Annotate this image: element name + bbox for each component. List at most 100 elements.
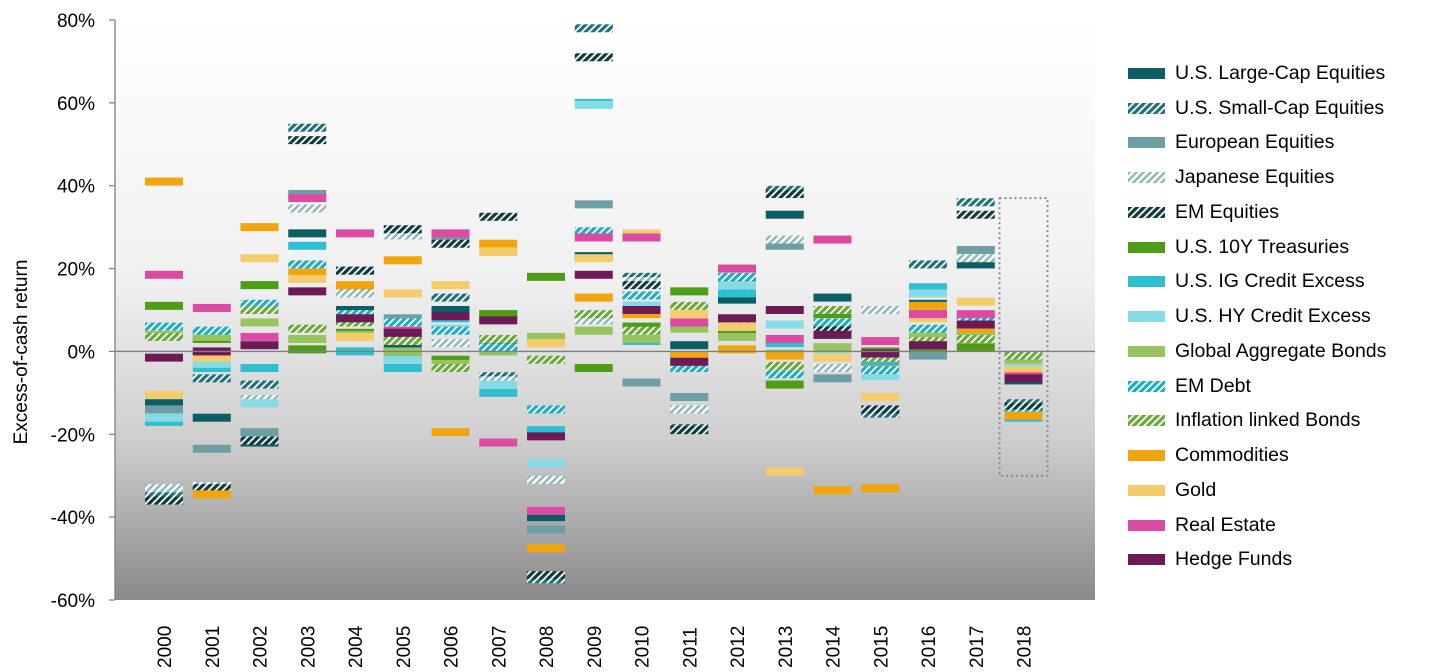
marker-european-equities-2006 xyxy=(431,233,470,242)
marker-u-s-small-cap-equities-2017 xyxy=(956,198,995,207)
marker-inflation-linked-bonds-2018 xyxy=(1004,351,1043,360)
marker-real-estate-2013 xyxy=(765,335,804,343)
marker-japanese-equities-2013 xyxy=(765,235,804,244)
marker-global-aggregate-bonds-2014 xyxy=(813,343,852,352)
marker-em-equities-2003 xyxy=(288,136,327,145)
marker-hedge-funds-2017 xyxy=(956,320,995,329)
legend-swatch xyxy=(1128,172,1165,184)
marker-european-equities-2001 xyxy=(192,444,231,453)
marker-u-s-small-cap-equities-2001 xyxy=(192,374,231,383)
x-tick-label: 2007 xyxy=(489,626,510,668)
marker-japanese-equities-2014 xyxy=(813,364,852,372)
marker-commodities-2010 xyxy=(622,310,661,319)
legend-swatch xyxy=(1128,276,1165,288)
marker-real-estate-2008 xyxy=(527,506,565,515)
marker-em-equities-2007 xyxy=(479,212,518,221)
marker-u-s-small-cap-equities-2016 xyxy=(909,260,947,269)
marker-em-equities-2017 xyxy=(956,210,995,219)
marker-japanese-equities-2002 xyxy=(240,395,279,404)
marker-gold-2011 xyxy=(670,310,709,319)
marker-u-s-10y-treasuries-2007 xyxy=(479,310,518,319)
marker-u-s-10y-treasuries-2000 xyxy=(145,301,183,310)
legend-item: EM Equities xyxy=(1128,195,1433,230)
marker-u-s-ig-credit-excess-2012 xyxy=(718,289,756,298)
marker-inflation-linked-bonds-2007 xyxy=(479,335,518,343)
marker-real-estate-2001 xyxy=(192,303,231,312)
legend-swatch xyxy=(1128,206,1165,218)
marker-commodities-2012 xyxy=(718,345,756,354)
marker-em-equities-2006 xyxy=(431,239,470,248)
marker-hedge-funds-2008 xyxy=(527,432,565,441)
marker-gold-2002 xyxy=(240,254,279,263)
y-axis-label: Excess-of-cash return xyxy=(11,260,32,445)
legend-item: Gold xyxy=(1128,473,1433,508)
marker-gold-2001 xyxy=(192,353,231,362)
marker-u-s-10y-treasuries-2011 xyxy=(670,287,709,296)
marker-u-s-hy-credit-excess-2015 xyxy=(861,372,900,381)
marker-em-debt-2008 xyxy=(527,405,565,414)
marker-u-s-ig-credit-excess-2000 xyxy=(145,417,183,426)
marker-u-s-10y-treasuries-2013 xyxy=(765,380,804,389)
legend-swatch xyxy=(1128,380,1165,392)
marker-japanese-equities-2015 xyxy=(861,306,900,314)
marker-japanese-equities-2005 xyxy=(383,231,422,240)
y-tick-label: 60% xyxy=(57,94,95,115)
y-tick-label: -20% xyxy=(51,425,95,446)
marker-global-aggregate-bonds-2009 xyxy=(574,326,613,335)
marker-hedge-funds-2007 xyxy=(479,316,518,325)
marker-u-s-small-cap-equities-2010 xyxy=(622,272,661,281)
marker-global-aggregate-bonds-2016 xyxy=(909,330,947,339)
legend: U.S. Large-Cap Equities U.S. Small-Cap Eq… xyxy=(1128,56,1433,577)
marker-u-s-hy-credit-excess-2012 xyxy=(718,281,756,290)
marker-commodities-2000 xyxy=(145,177,183,186)
legend-item: Real Estate xyxy=(1128,508,1433,543)
marker-u-s-10y-treasuries-2009 xyxy=(574,364,613,372)
x-tick-label: 2011 xyxy=(680,627,701,668)
marker-gold-2007 xyxy=(479,248,518,256)
marker-japanese-equities-2009 xyxy=(574,316,613,325)
marker-u-s-ig-credit-excess-2016 xyxy=(909,283,947,292)
x-tick-label: 2015 xyxy=(871,626,892,668)
marker-gold-2018 xyxy=(1004,366,1043,375)
legend-label: U.S. IG Credit Excess xyxy=(1175,270,1365,293)
marker-inflation-linked-bonds-2010 xyxy=(622,326,661,335)
marker-global-aggregate-bonds-2012 xyxy=(718,332,756,341)
marker-commodities-2005 xyxy=(383,256,422,265)
marker-global-aggregate-bonds-2001 xyxy=(192,332,231,341)
marker-u-s-10y-treasuries-2002 xyxy=(240,281,279,290)
marker-real-estate-2012 xyxy=(718,264,756,273)
marker-em-equities-2002 xyxy=(240,436,279,445)
marker-u-s-hy-credit-excess-2009 xyxy=(574,100,613,109)
marker-inflation-linked-bonds-2002 xyxy=(240,306,279,314)
marker-real-estate-2010 xyxy=(622,233,661,242)
legend-item: U.S. Small-Cap Equities xyxy=(1128,91,1433,126)
highlight-box-2018 xyxy=(998,197,1049,477)
marker-u-s-large-cap-equities-2008 xyxy=(527,513,565,522)
legend-label: U.S. 10Y Treasuries xyxy=(1175,235,1350,258)
marker-inflation-linked-bonds-2003 xyxy=(288,324,327,333)
marker-u-s-10y-treasuries-2014 xyxy=(813,310,852,319)
marker-em-debt-2007 xyxy=(479,343,518,352)
legend-item: U.S. HY Credit Excess xyxy=(1128,299,1433,334)
marker-commodities-2002 xyxy=(240,223,279,232)
marker-inflation-linked-bonds-2014 xyxy=(813,306,852,314)
marker-commodities-2003 xyxy=(288,268,327,277)
marker-em-debt-2000 xyxy=(145,322,183,331)
legend-label: Commodities xyxy=(1175,444,1289,467)
marker-u-s-hy-credit-excess-2018 xyxy=(1004,359,1043,368)
legend-label: Global Aggregate Bonds xyxy=(1175,339,1387,362)
marker-u-s-large-cap-equities-2000 xyxy=(145,399,183,408)
marker-hedge-funds-2005 xyxy=(383,328,422,337)
marker-commodities-2014 xyxy=(813,486,852,495)
legend-swatch xyxy=(1128,137,1165,149)
marker-commodities-2009 xyxy=(574,293,613,302)
marker-japanese-equities-2017 xyxy=(956,254,995,263)
marker-u-s-large-cap-equities-2014 xyxy=(813,293,852,302)
x-tick-label: 2017 xyxy=(967,626,988,668)
x-tick-label: 2001 xyxy=(203,626,224,668)
legend-item: Hedge Funds xyxy=(1128,543,1433,578)
marker-global-aggregate-bonds-2006 xyxy=(431,359,470,368)
marker-commodities-2013 xyxy=(765,351,804,360)
marker-japanese-equities-2003 xyxy=(288,204,327,213)
